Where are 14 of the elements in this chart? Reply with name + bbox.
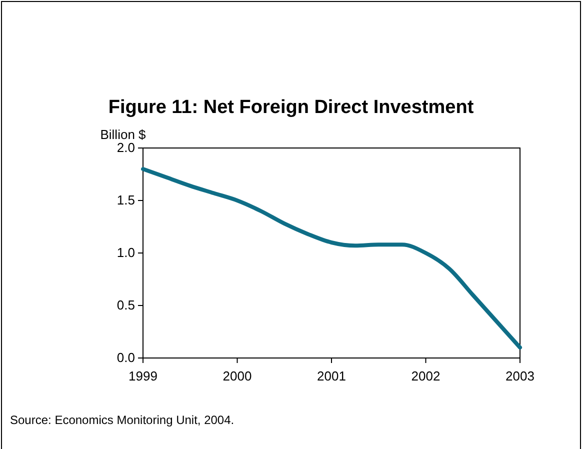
chart-title: Figure 11: Net Foreign Direct Investment — [108, 97, 474, 118]
x-tick-label: 1999 — [128, 368, 158, 384]
x-tick-label: 2002 — [411, 368, 440, 384]
y-tick-label: 1.5 — [116, 192, 135, 208]
y-tick-label: 1.0 — [116, 245, 135, 260]
x-tick-label: 2001 — [317, 368, 346, 384]
line-series — [141, 167, 522, 350]
source-note: Source: Economics Monitoring Unit, 2004. — [10, 413, 234, 427]
x-tick-label: 2003 — [506, 368, 534, 384]
y-tick-label: 0.0 — [116, 350, 135, 366]
x-tick-label: 2000 — [222, 368, 252, 384]
y-tick-label: 0.5 — [116, 298, 135, 313]
y-axis-title: Billion $ — [100, 127, 147, 142]
y-tick-label: 2.0 — [116, 140, 135, 156]
